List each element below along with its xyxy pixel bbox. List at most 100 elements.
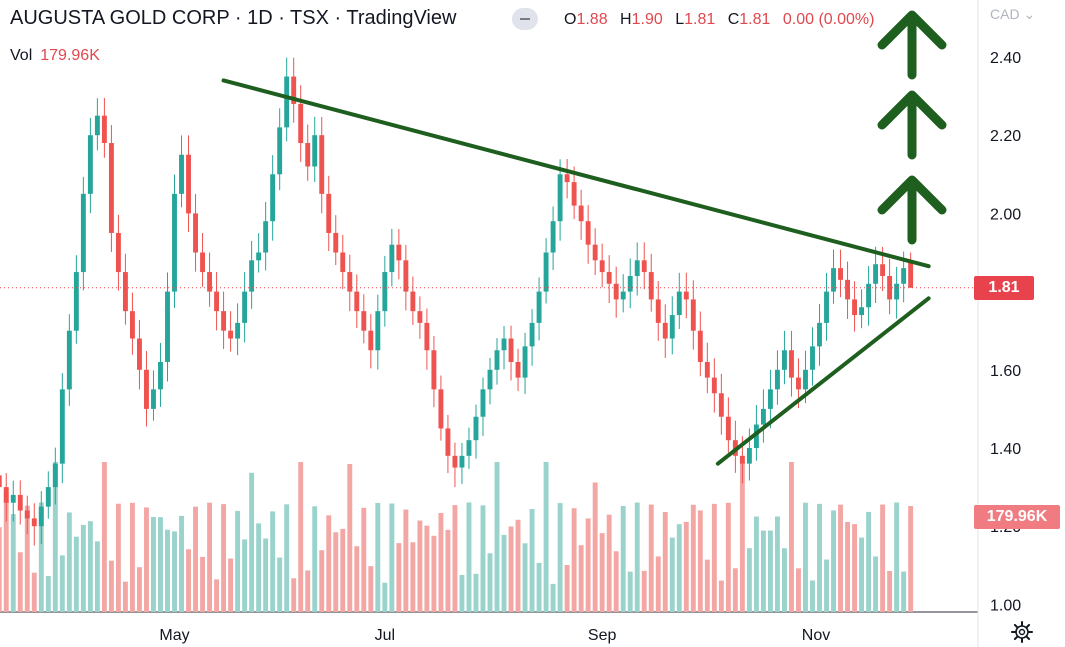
candle-body: [326, 193, 332, 233]
volume-bar: [810, 580, 815, 612]
volume-bar: [340, 528, 346, 612]
candle-body: [319, 135, 325, 194]
volume-bar: [256, 523, 262, 612]
last-price-badge: 1.81: [974, 276, 1034, 300]
volume-bar: [66, 512, 72, 612]
candle-body: [179, 154, 184, 194]
volume-bar: [165, 529, 170, 612]
candle-body: [466, 440, 472, 456]
candle-body: [59, 389, 65, 464]
volume-bar: [529, 509, 535, 612]
candle-body: [424, 322, 430, 351]
candle-body: [158, 361, 163, 390]
volume-bar: [193, 506, 198, 612]
volume-bar: [144, 507, 149, 612]
candle-body: [235, 322, 241, 339]
volume-bar: [270, 511, 276, 612]
volume-bar: [873, 556, 879, 612]
volume-bar: [473, 573, 479, 612]
volume-bar: [508, 526, 514, 612]
candle-body: [291, 76, 297, 104]
candle-body: [908, 260, 914, 288]
candle-body: [494, 350, 500, 370]
volume-bar: [305, 570, 311, 612]
y-tick-label: 1.40: [990, 441, 1021, 458]
volume-bar: [908, 506, 914, 612]
candle-body: [838, 268, 843, 280]
volume-bar: [859, 537, 865, 612]
volume-bar: [10, 514, 16, 612]
candle-body: [704, 361, 710, 378]
volume-bar: [459, 574, 465, 612]
volume-value: 179.96K: [40, 47, 100, 64]
volume-bar: [0, 527, 2, 612]
candle-body: [648, 272, 654, 300]
minus-toggle-icon[interactable]: [512, 8, 538, 30]
candle-body: [739, 455, 745, 464]
candle-body: [774, 369, 780, 390]
volume-bar: [375, 502, 381, 612]
candle-body: [578, 205, 584, 222]
candle-body: [536, 291, 542, 323]
volume-bar: [396, 543, 402, 612]
candle-body: [641, 260, 647, 273]
volume-bar: [627, 571, 633, 612]
candle-body: [305, 143, 311, 167]
volume-bar: [866, 511, 872, 612]
volume-bar: [452, 505, 458, 612]
volume-bar: [789, 462, 794, 612]
candle-body: [753, 424, 759, 448]
volume-bar: [122, 581, 128, 612]
volume-bar: [94, 541, 100, 612]
candle-body: [431, 350, 437, 390]
volume-bar: [894, 502, 900, 612]
candle-body: [697, 330, 703, 362]
y-tick-label: 1.00: [990, 597, 1021, 614]
candle-body: [459, 455, 465, 468]
candle-body: [473, 416, 479, 441]
candle-body: [122, 272, 128, 312]
candle-body: [508, 338, 514, 362]
volume-bar: [606, 514, 612, 612]
x-tick-label: Sep: [588, 627, 617, 644]
change-value: 0.00 (0.00%): [782, 11, 875, 28]
x-tick-label: Nov: [802, 627, 830, 644]
volume-bar: [207, 502, 213, 612]
currency-selector[interactable]: CAD ⌄: [990, 6, 1035, 23]
candle-body: [901, 268, 907, 284]
candle-body: [87, 135, 93, 194]
volume-bar: [382, 582, 388, 612]
candle-body: [571, 182, 577, 206]
volume-bar: [817, 503, 822, 612]
resistance-trendline: [221, 78, 931, 269]
volume-bar: [578, 545, 584, 612]
candle-body: [270, 174, 276, 222]
candle-body: [200, 252, 206, 273]
candle-body: [613, 283, 619, 300]
volume-bar: [880, 504, 886, 612]
volume-bar: [718, 580, 724, 612]
close-value: 1.81: [739, 11, 771, 28]
chevron-down-icon: ⌄: [1023, 6, 1036, 22]
high-label: H: [620, 11, 632, 28]
volume-bar: [683, 521, 689, 612]
volume-bar: [480, 505, 486, 612]
volume-bar: [487, 553, 493, 612]
candle-body: [606, 272, 612, 284]
candle-body: [249, 260, 255, 292]
candle-body: [403, 260, 409, 292]
candle-body: [375, 311, 381, 351]
candle-body: [101, 115, 107, 144]
candle-body: [312, 135, 318, 167]
candle-body: [94, 115, 100, 136]
candle-body: [277, 127, 283, 175]
volume-bar: [403, 509, 409, 612]
volume-bar: [115, 503, 121, 612]
volume-bar: [333, 532, 339, 612]
volume-bar: [326, 515, 332, 612]
candle-body: [73, 272, 79, 331]
candle-body: [480, 389, 486, 417]
gear-icon[interactable]: [1010, 620, 1034, 644]
candle-body: [543, 252, 549, 292]
